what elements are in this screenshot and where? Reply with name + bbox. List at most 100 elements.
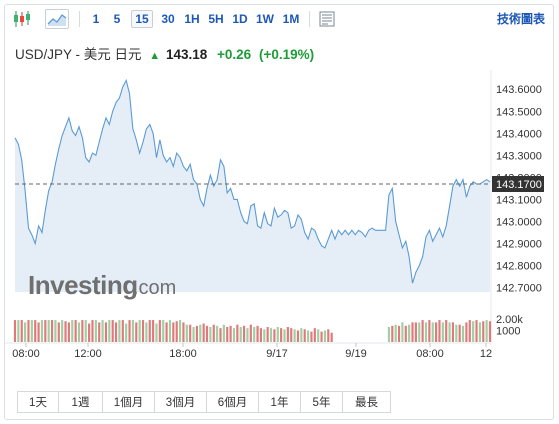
volume-bar: [57, 322, 60, 342]
volume-bar: [162, 320, 165, 342]
volume-bar: [212, 324, 215, 342]
volume-bar: [451, 322, 455, 342]
volume-bar: [155, 323, 158, 342]
volume-bar: [397, 325, 401, 342]
volume-bar: [283, 329, 286, 342]
volume-bar: [488, 321, 492, 342]
volume-bar: [387, 327, 391, 342]
y-tick-label: 143.4000: [496, 128, 542, 140]
volume-bar: [468, 320, 471, 342]
volume-bar: [253, 327, 256, 342]
volume-bar: [158, 320, 161, 342]
symbol-name: USD/JPY - 美元 日元: [15, 47, 142, 62]
volume-bar: [209, 327, 212, 342]
volume-bar: [327, 329, 330, 342]
volume-bar: [216, 325, 219, 342]
volume-bar: [34, 320, 37, 342]
investing-logo-text: Investing: [28, 270, 138, 300]
interval-1[interactable]: 1: [92, 12, 100, 26]
volume-bar: [20, 320, 23, 342]
volume-bar: [168, 320, 172, 342]
volume-bar: [249, 324, 252, 342]
volume-bar: [185, 324, 188, 342]
range-5-years[interactable]: 5年: [301, 391, 343, 413]
settings-panel-icon[interactable]: [316, 9, 338, 29]
volume-bar: [226, 327, 229, 342]
volume-bar: [256, 325, 259, 342]
volume-bar: [229, 325, 232, 342]
volume-bar: [219, 328, 222, 342]
volume-bar: [431, 322, 434, 342]
interval-1d[interactable]: 1D: [232, 12, 248, 26]
range-max[interactable]: 最長: [343, 391, 391, 413]
y-tick-label: 143.5000: [496, 106, 542, 118]
interval-15[interactable]: 15: [131, 10, 153, 28]
volume-bar: [266, 327, 269, 342]
volume-bar: [441, 322, 444, 342]
up-arrow-icon: ▲: [149, 50, 161, 62]
volume-bar: [131, 320, 134, 342]
volume-bar: [421, 320, 424, 342]
volume-bar: [199, 324, 202, 342]
volume-bar: [111, 320, 114, 342]
volume-bar: [222, 324, 225, 342]
y-tick-label: 143.3000: [496, 150, 542, 162]
volume-bar: [128, 320, 131, 342]
volume-bar: [428, 320, 431, 342]
price-change: +0.26: [217, 47, 252, 62]
volume-bar: [118, 320, 121, 342]
volume-bar: [404, 325, 407, 342]
range-6-months[interactable]: 6個月: [207, 391, 259, 413]
interval-5h[interactable]: 5H: [208, 12, 224, 26]
volume-bar: [172, 322, 175, 342]
volume-bar: [296, 330, 300, 342]
range-selector: 1天 1週 1個月 3個月 6個月 1年 5年 最長: [17, 391, 391, 413]
technical-chart-link[interactable]: 技術圖表: [496, 12, 545, 26]
x-tick-label: 12:00: [74, 348, 102, 360]
range-1-month[interactable]: 1個月: [103, 391, 155, 413]
volume-bar: [50, 320, 54, 342]
y-tick-label: 143.1000: [496, 194, 542, 206]
investing-logo-suffix: .com: [133, 277, 176, 299]
area-chart-icon[interactable]: [45, 9, 69, 29]
volume-bar: [269, 328, 273, 342]
interval-5[interactable]: 5: [113, 12, 121, 26]
range-3-months[interactable]: 3個月: [155, 391, 207, 413]
volume-bar: [195, 325, 199, 342]
x-tick-label: 12: [480, 348, 492, 360]
interval-1m[interactable]: 1M: [282, 12, 300, 26]
volume-bar: [276, 327, 279, 342]
price-series-line: [14, 78, 491, 284]
volume-bar: [182, 322, 185, 342]
volume-bar: [40, 320, 44, 342]
volume-bar: [475, 320, 478, 342]
volume-bar: [401, 322, 404, 342]
volume-bar: [148, 320, 151, 342]
volume-bar: [165, 322, 168, 342]
volume-bar: [303, 329, 306, 342]
volume-bar: [24, 322, 27, 342]
range-1-day[interactable]: 1天: [17, 391, 59, 413]
y-tick-label: 142.7000: [496, 283, 542, 295]
volume-bar: [455, 324, 458, 342]
volume-bar: [205, 325, 209, 342]
volume-bar: [306, 330, 310, 342]
volume-bar: [192, 327, 195, 342]
candlestick-icon[interactable]: [11, 9, 33, 29]
volume-bar: [145, 322, 148, 342]
volume-bar: [313, 328, 316, 342]
interval-1w[interactable]: 1W: [256, 12, 274, 26]
range-1-week[interactable]: 1週: [59, 391, 103, 413]
volume-bar: [98, 322, 101, 342]
range-1-year[interactable]: 1年: [259, 391, 301, 413]
x-tick-label: 18:00: [169, 348, 197, 360]
interval-1h[interactable]: 1H: [184, 12, 200, 26]
volume-bar: [330, 332, 333, 342]
interval-30[interactable]: 30: [161, 12, 175, 26]
volume-bar: [263, 329, 266, 342]
volume-tick-label: 2.00k: [496, 314, 523, 326]
volume-bar: [408, 324, 411, 342]
quote-header: USD/JPY - 美元 日元 ▲ 143.18 +0.26 (+0.19%): [15, 43, 314, 63]
volume-bar: [141, 320, 145, 342]
